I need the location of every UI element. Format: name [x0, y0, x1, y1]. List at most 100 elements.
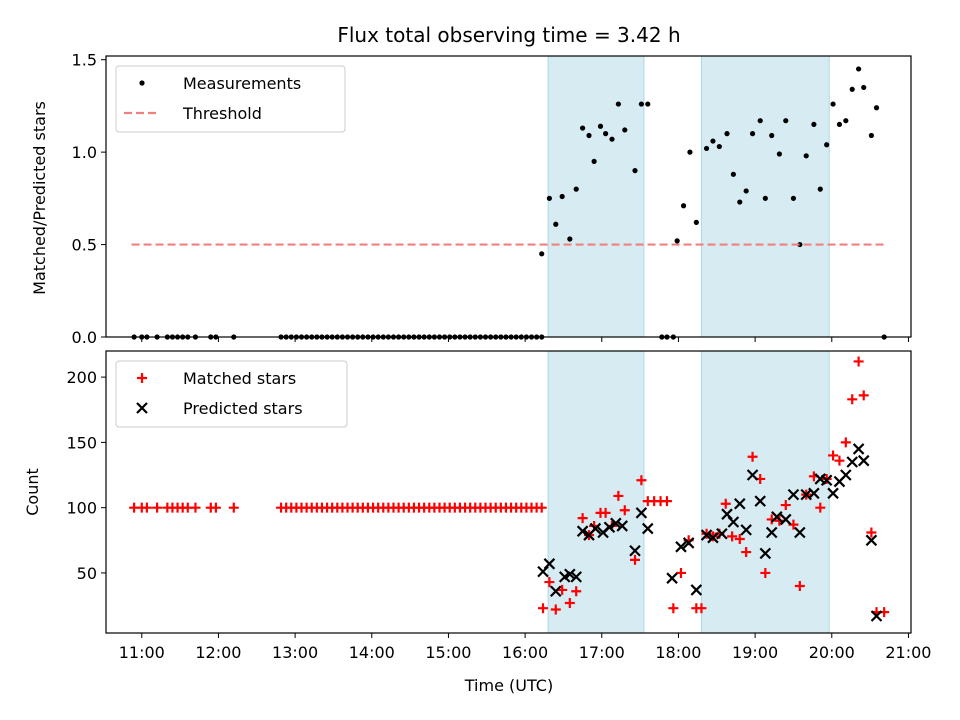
measurement-point — [737, 199, 743, 205]
legend-label: Predicted stars — [183, 399, 303, 418]
x-tick-label: 16:00 — [502, 643, 548, 662]
predicted-stars-point — [690, 584, 703, 596]
matched-stars-point — [557, 584, 568, 595]
x-tick-label: 14:00 — [349, 643, 395, 662]
predicted-stars-point — [870, 610, 883, 622]
matched-stars-point — [536, 502, 547, 513]
predicted-stars-point — [771, 511, 783, 523]
measurement-point — [573, 186, 579, 192]
legend-label: Matched stars — [183, 369, 296, 388]
measurement-point — [716, 143, 722, 150]
measurement-point — [849, 86, 855, 92]
measurement-point — [553, 221, 559, 227]
measurement-point — [693, 219, 699, 225]
x-tick-label: 15:00 — [425, 643, 471, 662]
measurement-point — [567, 236, 573, 242]
legend: Measurements Threshold — [115, 65, 346, 133]
measurement-point — [836, 121, 843, 128]
predicted-stars-point — [576, 525, 589, 537]
measurement-point — [609, 136, 615, 142]
measurement-point — [674, 238, 680, 244]
x-tick-label: 21:00 — [885, 643, 931, 662]
legend-label: Threshold — [182, 104, 262, 123]
matched-stars-point — [696, 603, 707, 614]
matched-stars-point — [210, 502, 221, 513]
measurement-point — [757, 118, 763, 124]
predicted-stars-point — [765, 526, 778, 539]
x-tick-label: 12:00 — [195, 643, 241, 662]
predicted-stars-point — [820, 474, 833, 487]
matched-stars-point — [741, 547, 752, 558]
y-tick-label: 1.0 — [72, 143, 97, 162]
predicted-stars-point — [635, 507, 648, 519]
legend-measurement-swatch — [139, 80, 145, 86]
predicted-stars-point — [780, 513, 792, 526]
x-tick-label: 20:00 — [809, 643, 855, 662]
y-tick-label: 0.0 — [72, 328, 97, 347]
chart-title: Flux total observing time = 3.42 h — [337, 23, 680, 47]
predicted-stars-point — [570, 571, 582, 583]
predicted-stars-point — [865, 534, 878, 547]
matched-stars-point — [152, 502, 163, 513]
measurement-point — [638, 101, 644, 107]
measurement-point — [868, 132, 874, 139]
bottom-panel: 50 100 150 200 11:00 12:00 13:00 14:00 15:00 16:0… — [66, 350, 931, 662]
measurement-point — [559, 193, 565, 200]
matched-stars-point — [571, 586, 582, 597]
matched-stars-point — [840, 437, 851, 448]
measurement-point — [830, 101, 836, 107]
matched-stars-point — [564, 597, 575, 608]
matched-stars-point — [600, 507, 611, 518]
x-axis-label: Time (UTC) — [464, 676, 553, 695]
measurement-point — [710, 138, 716, 144]
measurement-point — [615, 101, 621, 107]
measurement-point — [546, 195, 552, 201]
y-tick-label: 100 — [66, 499, 97, 518]
legend-matched-swatch — [137, 373, 147, 383]
measurement-point — [861, 84, 867, 91]
predicted-stars-point — [564, 568, 576, 581]
matched-stars-point — [834, 455, 845, 466]
measurement-point — [776, 151, 782, 157]
measurement-point — [680, 203, 687, 209]
measurement-point — [724, 131, 730, 137]
measurement-point — [730, 171, 736, 177]
measurement-point — [645, 101, 651, 107]
x-tick-label: 11:00 — [119, 643, 165, 662]
matched-stars-point — [853, 356, 864, 367]
matched-stars-point — [544, 577, 555, 588]
matched-stars-point — [619, 505, 630, 516]
predicted-stars-point — [629, 544, 641, 557]
predicted-stars-point — [543, 558, 556, 570]
x-tick-label: 18:00 — [655, 643, 701, 662]
predicted-stars-point — [616, 520, 628, 532]
legend-label: Measurements — [183, 74, 301, 93]
top-panel: 0.0 0.5 1.0 1.5 Measurements Threshold — [72, 51, 912, 347]
y-tick-label: 50 — [77, 564, 97, 583]
measurement-point — [762, 195, 768, 201]
predicted-stars-point — [852, 443, 865, 455]
predicted-stars-point — [787, 488, 800, 501]
predicted-stars-point — [675, 541, 687, 553]
measurement-point — [873, 105, 880, 111]
predicted-stars-point — [740, 524, 752, 536]
predicted-stars-point — [707, 531, 719, 544]
measurement-point — [749, 131, 756, 137]
measurement-point — [811, 121, 817, 128]
predicted-stars-point — [610, 517, 622, 530]
measurement-point — [856, 66, 862, 72]
measurement-point — [797, 241, 803, 248]
predicted-stars-point — [727, 516, 740, 528]
measurement-point — [803, 153, 809, 159]
matched-stars-point — [661, 496, 672, 507]
measurement-point — [743, 188, 749, 194]
measurement-point — [591, 158, 597, 164]
x-tick-label: 19:00 — [732, 643, 778, 662]
matched-stars-point — [847, 394, 858, 405]
measurement-point — [580, 125, 586, 131]
predicted-stars-point — [857, 454, 870, 467]
matched-stars-point — [228, 502, 239, 513]
predicted-stars-point — [550, 585, 562, 597]
shaded-span — [547, 350, 645, 634]
